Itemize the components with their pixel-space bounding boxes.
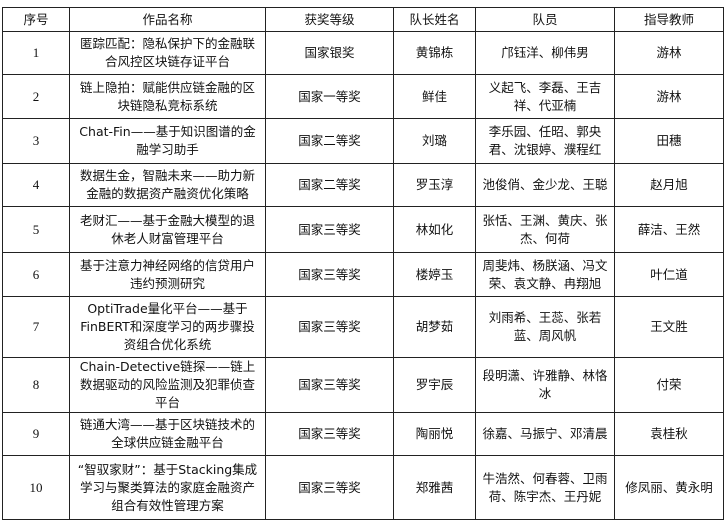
cell-leader: 陶丽悦	[393, 412, 476, 456]
table-row: 10 “智驭家财”：基于Stacking集成学习与聚类算法的家庭金融资产组合有效性…	[2, 455, 724, 520]
header-row: 序号 作品名称 获奖等级 队长姓名 队员 指导教师	[2, 7, 724, 32]
cell-advisor: 游林	[614, 31, 724, 75]
cell-title: 匿踪匹配：隐私保护下的金融联合风控区块链存证平台	[69, 31, 266, 75]
cell-no: 8	[2, 357, 70, 413]
cell-leader: 楼婷玉	[393, 252, 476, 297]
table-row: 1 匿踪匹配：隐私保护下的金融联合风控区块链存证平台 国家银奖 黄锦栋 邝钰洋、柳伟男游…	[2, 31, 724, 75]
cell-title: 数据生金，智融未来——助力新金融的数据资产融资优化策略	[69, 163, 266, 207]
table-row: 5 老财汇——基于金融大模型的退休老人财富管理平台 国家三等奖 林如化 张恬、王渊、黄庆…	[2, 206, 724, 253]
cell-members: 周斐炜、杨朕涵、冯文荣、袁文静、冉翔旭	[475, 252, 615, 297]
cell-no: 2	[2, 74, 70, 119]
cell-leader: 郑雅茜	[393, 455, 476, 520]
cell-award: 国家三等奖	[265, 252, 394, 297]
table-row: 6 基于注意力神经网络的信贷用户违约预测研究 国家三等奖 楼婷玉 周斐炜、杨朕涵、冯文荣…	[2, 252, 724, 297]
awards-table: 序号 作品名称 获奖等级 队长姓名 队员 指导教师 1 匿踪匹配：隐私保护下的金融…	[2, 7, 724, 520]
cell-members: 徐嘉、马振宁、邓清晨	[475, 412, 615, 456]
cell-title: 基于注意力神经网络的信贷用户违约预测研究	[69, 252, 266, 297]
cell-award: 国家三等奖	[265, 455, 394, 520]
cell-no: 7	[2, 296, 70, 358]
cell-advisor: 赵月旭	[614, 163, 724, 207]
cell-title: Chain-Detective链探——链上数据驱动的风险监测及犯罪侦查平台	[69, 357, 266, 413]
header-advisor: 指导教师	[614, 7, 724, 32]
table-row: 4 数据生金，智融未来——助力新金融的数据资产融资优化策略 国家二等奖 罗玉淳 池俊俏、…	[2, 163, 724, 207]
table-row: 2 链上隐拍：赋能供应链金融的区块链隐私竞标系统 国家一等奖 鲜佳 义起飞、李磊、王吉祥…	[2, 74, 724, 119]
table-row: 3 Chat-Fin——基于知识图谱的金融学习助手 国家二等奖 刘璐 李乐园、任昭、郭央…	[2, 118, 724, 164]
cell-no: 3	[2, 118, 70, 164]
cell-leader: 黄锦栋	[393, 31, 476, 75]
cell-members: 邝钰洋、柳伟男	[475, 31, 615, 75]
cell-title: 链通大湾——基于区块链技术的全球供应链金融平台	[69, 412, 266, 456]
cell-leader: 胡梦茹	[393, 296, 476, 358]
cell-no: 10	[2, 455, 70, 520]
cell-leader: 鲜佳	[393, 74, 476, 119]
cell-advisor: 叶仁道	[614, 252, 724, 297]
cell-award: 国家三等奖	[265, 357, 394, 413]
cell-leader: 罗玉淳	[393, 163, 476, 207]
header-members: 队员	[475, 7, 615, 32]
cell-no: 9	[2, 412, 70, 456]
cell-award: 国家二等奖	[265, 163, 394, 207]
header-leader: 队长姓名	[393, 7, 476, 32]
cell-advisor: 修凤丽、黄永明	[614, 455, 724, 520]
cell-members: 张恬、王渊、黄庆、张杰、何荷	[475, 206, 615, 253]
cell-advisor: 王文胜	[614, 296, 724, 358]
cell-advisor: 袁桂秋	[614, 412, 724, 456]
cell-advisor: 付荣	[614, 357, 724, 413]
cell-award: 国家三等奖	[265, 412, 394, 456]
cell-members: 牛浩然、何春蓉、卫雨荷、陈宇杰、王丹妮	[475, 455, 615, 520]
cell-leader: 林如化	[393, 206, 476, 253]
cell-members: 李乐园、任昭、郭央君、沈银婷、濮程红	[475, 118, 615, 164]
cell-leader: 刘璐	[393, 118, 476, 164]
header-award: 获奖等级	[265, 7, 394, 32]
header-title: 作品名称	[69, 7, 266, 32]
cell-award: 国家二等奖	[265, 118, 394, 164]
cell-award: 国家三等奖	[265, 296, 394, 358]
cell-award: 国家三等奖	[265, 206, 394, 253]
cell-members: 刘雨希、王蕊、张若蓝、周风帆	[475, 296, 615, 358]
cell-no: 4	[2, 163, 70, 207]
cell-title: Chat-Fin——基于知识图谱的金融学习助手	[69, 118, 266, 164]
cell-no: 6	[2, 252, 70, 297]
cell-members: 义起飞、李磊、王吉祥、代亚楠	[475, 74, 615, 119]
cell-title: 链上隐拍：赋能供应链金融的区块链隐私竞标系统	[69, 74, 266, 119]
table-row: 8 Chain-Detective链探——链上数据驱动的风险监测及犯罪侦查平台 国家…	[2, 357, 724, 413]
cell-members: 池俊俏、金少龙、王聪	[475, 163, 615, 207]
table-row: 7 OptiTrade量化平台——基于FinBERT和深度学习的两步骤投资组合优化…	[2, 296, 724, 358]
header-no: 序号	[2, 7, 70, 32]
cell-title: OptiTrade量化平台——基于FinBERT和深度学习的两步骤投资组合优化系…	[69, 296, 266, 358]
cell-advisor: 田穗	[614, 118, 724, 164]
cell-no: 1	[2, 31, 70, 75]
cell-members: 段明潇、许雅静、林恪冰	[475, 357, 615, 413]
cell-award: 国家银奖	[265, 31, 394, 75]
cell-no: 5	[2, 206, 70, 253]
cell-advisor: 薛洁、王然	[614, 206, 724, 253]
cell-leader: 罗宇辰	[393, 357, 476, 413]
cell-title: 老财汇——基于金融大模型的退休老人财富管理平台	[69, 206, 266, 253]
cell-award: 国家一等奖	[265, 74, 394, 119]
table-row: 9 链通大湾——基于区块链技术的全球供应链金融平台 国家三等奖 陶丽悦 徐嘉、马振宁、邓…	[2, 412, 724, 456]
cell-title: “智驭家财”：基于Stacking集成学习与聚类算法的家庭金融资产组合有效性管理…	[69, 455, 266, 520]
cell-advisor: 游林	[614, 74, 724, 119]
